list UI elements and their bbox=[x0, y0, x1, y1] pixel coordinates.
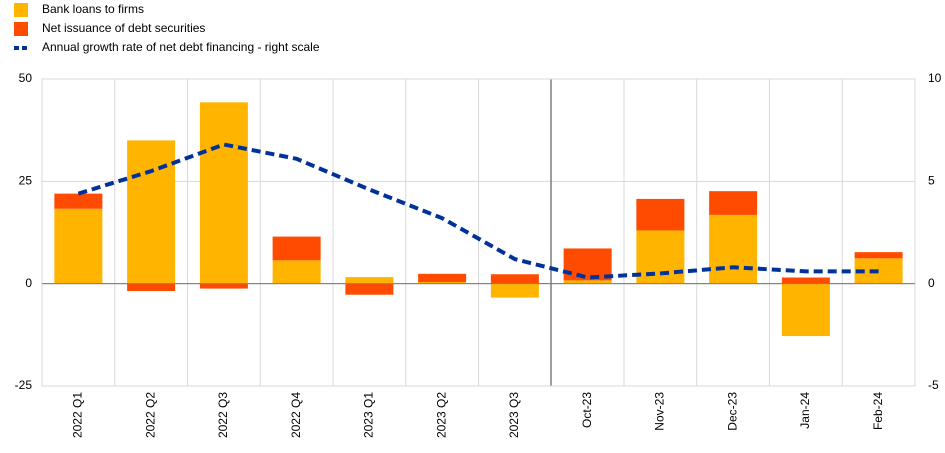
legend-label: Annual growth rate of net debt financing… bbox=[42, 40, 320, 54]
bar bbox=[781, 283, 830, 337]
bar bbox=[272, 236, 321, 261]
bar bbox=[563, 248, 612, 281]
bar bbox=[345, 283, 394, 295]
bar bbox=[127, 283, 176, 292]
y2-tick-label: 10 bbox=[928, 71, 942, 85]
bar bbox=[854, 252, 903, 259]
bar bbox=[781, 277, 830, 284]
x-tick-label: Feb-24 bbox=[871, 392, 885, 430]
x-tick-label: Jan-24 bbox=[798, 392, 812, 429]
x-tick-label: 2023 Q2 bbox=[434, 392, 448, 438]
bar bbox=[54, 208, 103, 284]
bar bbox=[709, 191, 758, 215]
y-tick-label: 0 bbox=[25, 276, 32, 290]
y2-tick-label: -5 bbox=[928, 378, 939, 392]
bar bbox=[709, 214, 758, 284]
x-tick-label: 2022 Q3 bbox=[216, 392, 230, 438]
bar bbox=[199, 102, 248, 284]
bar bbox=[490, 274, 539, 284]
x-tick-label: Nov-23 bbox=[653, 392, 667, 431]
x-tick-label: Oct-23 bbox=[580, 392, 594, 428]
line-series bbox=[77, 142, 879, 280]
x-tick-label: 2023 Q1 bbox=[362, 392, 376, 438]
bar bbox=[199, 283, 248, 289]
y-tick-label: 50 bbox=[19, 71, 33, 85]
bar bbox=[418, 273, 467, 283]
legend-label: Bank loans to firms bbox=[42, 2, 144, 16]
bar bbox=[272, 260, 321, 284]
plot-border bbox=[41, 78, 916, 387]
bar bbox=[418, 282, 467, 284]
y-tick-label: -25 bbox=[15, 378, 33, 392]
x-tick-label: 2022 Q1 bbox=[71, 392, 85, 438]
legend-label: Net issuance of debt securities bbox=[42, 21, 205, 35]
x-tick-label: 2022 Q4 bbox=[289, 392, 303, 438]
x-tick-label: Dec-23 bbox=[725, 392, 739, 431]
bar bbox=[54, 193, 103, 209]
bar bbox=[127, 140, 176, 284]
bar bbox=[490, 283, 539, 298]
y-tick-label: 25 bbox=[19, 174, 33, 188]
y2-tick-label: 5 bbox=[928, 174, 935, 188]
bar bbox=[345, 277, 394, 284]
x-tick-label: 2023 Q3 bbox=[507, 392, 521, 438]
y2-tick-label: 0 bbox=[928, 276, 935, 290]
legend-swatch bbox=[14, 22, 28, 36]
legend-swatch bbox=[14, 3, 28, 17]
x-tick-label: 2022 Q2 bbox=[143, 392, 157, 438]
bar bbox=[636, 198, 685, 231]
bar bbox=[636, 230, 685, 284]
bar bbox=[563, 280, 612, 284]
